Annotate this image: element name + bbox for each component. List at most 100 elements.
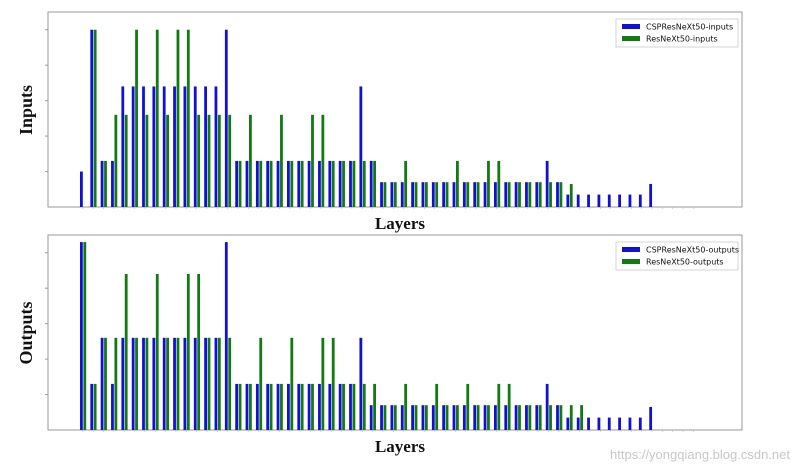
bar-csp (494, 405, 497, 430)
bar-res (280, 114, 283, 207)
bar-res (559, 182, 563, 207)
bar-res (456, 405, 459, 430)
bar-csp (359, 337, 363, 430)
bar-res (569, 183, 573, 207)
bar-csp (349, 383, 352, 430)
bar-res (383, 182, 387, 207)
bar-csp (90, 383, 94, 430)
bar-csp (535, 405, 539, 430)
bar-res (300, 160, 304, 207)
bar-csp (638, 417, 642, 430)
bar-csp (255, 160, 259, 207)
bar-csp (380, 182, 383, 207)
bar-res (217, 114, 221, 207)
bar-res (145, 337, 149, 430)
bar-csp (545, 383, 549, 430)
bar-res (393, 405, 397, 430)
bar-res (383, 405, 387, 430)
bar-res (342, 160, 345, 207)
bar-csp (369, 160, 373, 207)
bar-csp (359, 86, 363, 207)
bar-csp (525, 182, 528, 207)
bar-csp (380, 405, 383, 430)
bar-res (528, 405, 532, 430)
bar-csp (649, 406, 653, 430)
y-axis-label: Outputs (16, 301, 36, 364)
bar-csp (338, 160, 342, 207)
bar-csp (307, 160, 311, 207)
bar-res (145, 114, 149, 207)
bar-res (300, 383, 304, 430)
bar-res (228, 114, 232, 207)
bar-csp (204, 86, 207, 207)
bar-res (538, 405, 542, 430)
bar-csp (183, 86, 187, 207)
bar-res (166, 114, 169, 207)
bar-csp (525, 405, 528, 430)
bar-res (445, 405, 449, 430)
bar-csp (276, 383, 280, 430)
bar-res (104, 160, 107, 207)
bar-csp (193, 337, 197, 430)
bar-csp (173, 337, 176, 430)
bar-res (259, 160, 263, 207)
chart-panel-1: Layers Inputs CSPResNeXt50-inputs ResNeXt50… (16, 11, 743, 233)
bar-res (135, 337, 138, 430)
bar-csp (411, 182, 414, 207)
bar-csp (566, 194, 570, 207)
bar-res (155, 29, 159, 208)
bar-res (280, 383, 283, 430)
legend-label: ResNeXt50-outputs (646, 258, 724, 267)
bar-csp (607, 194, 611, 207)
bar-csp (597, 194, 601, 207)
bar-csp (142, 86, 145, 207)
bar-res (424, 182, 428, 207)
bar-res (114, 114, 118, 207)
bar-csp (535, 182, 539, 207)
bar-res (445, 182, 449, 207)
bar-csp (111, 383, 114, 430)
bar-res (311, 383, 314, 430)
bar-res (549, 182, 552, 207)
bar-csp (473, 182, 477, 207)
bar-csp (131, 337, 135, 430)
bar-csp (121, 337, 125, 430)
bar-csp (411, 405, 414, 430)
bar-csp (628, 194, 632, 207)
legend-swatch (622, 259, 640, 264)
legend-label: ResNeXt50-inputs (646, 35, 718, 44)
bar-csp (452, 405, 456, 430)
bar-res (518, 405, 521, 430)
bar-csp (462, 405, 466, 430)
bar-csp (400, 405, 404, 430)
bar-res (290, 337, 294, 430)
watermark-text: https://yongqiang.blog.csdn.net (610, 447, 790, 462)
bar-res (435, 383, 439, 430)
bar-csp (421, 182, 425, 207)
bar-csp (369, 405, 373, 430)
bar-res (538, 182, 542, 207)
bar-csp (204, 337, 207, 430)
bar-csp (328, 160, 332, 207)
bar-csp (587, 194, 590, 207)
legend-swatch (622, 36, 640, 41)
bar-csp (287, 160, 290, 207)
bar-csp (618, 194, 621, 207)
bar-res (331, 160, 335, 207)
legend: CSPResNeXt50-outputs ResNeXt50-outputs (615, 241, 739, 271)
bar-res (249, 383, 252, 430)
bar-csp (494, 182, 497, 207)
bar-csp (183, 337, 187, 430)
bar-res (93, 383, 97, 430)
bar-res (404, 383, 408, 430)
bar-csp (318, 383, 321, 430)
bar-csp (318, 160, 321, 207)
bar-res (114, 337, 118, 430)
chart-panel-2: Layers Outputs CSPResNeXt50-outputs ResNeXt… (16, 234, 743, 456)
bar-csp (297, 160, 301, 207)
bar-csp (514, 182, 518, 207)
bar-res (104, 337, 107, 430)
bar-res (528, 182, 532, 207)
bar-csp (235, 383, 239, 430)
bar-res (259, 337, 263, 430)
